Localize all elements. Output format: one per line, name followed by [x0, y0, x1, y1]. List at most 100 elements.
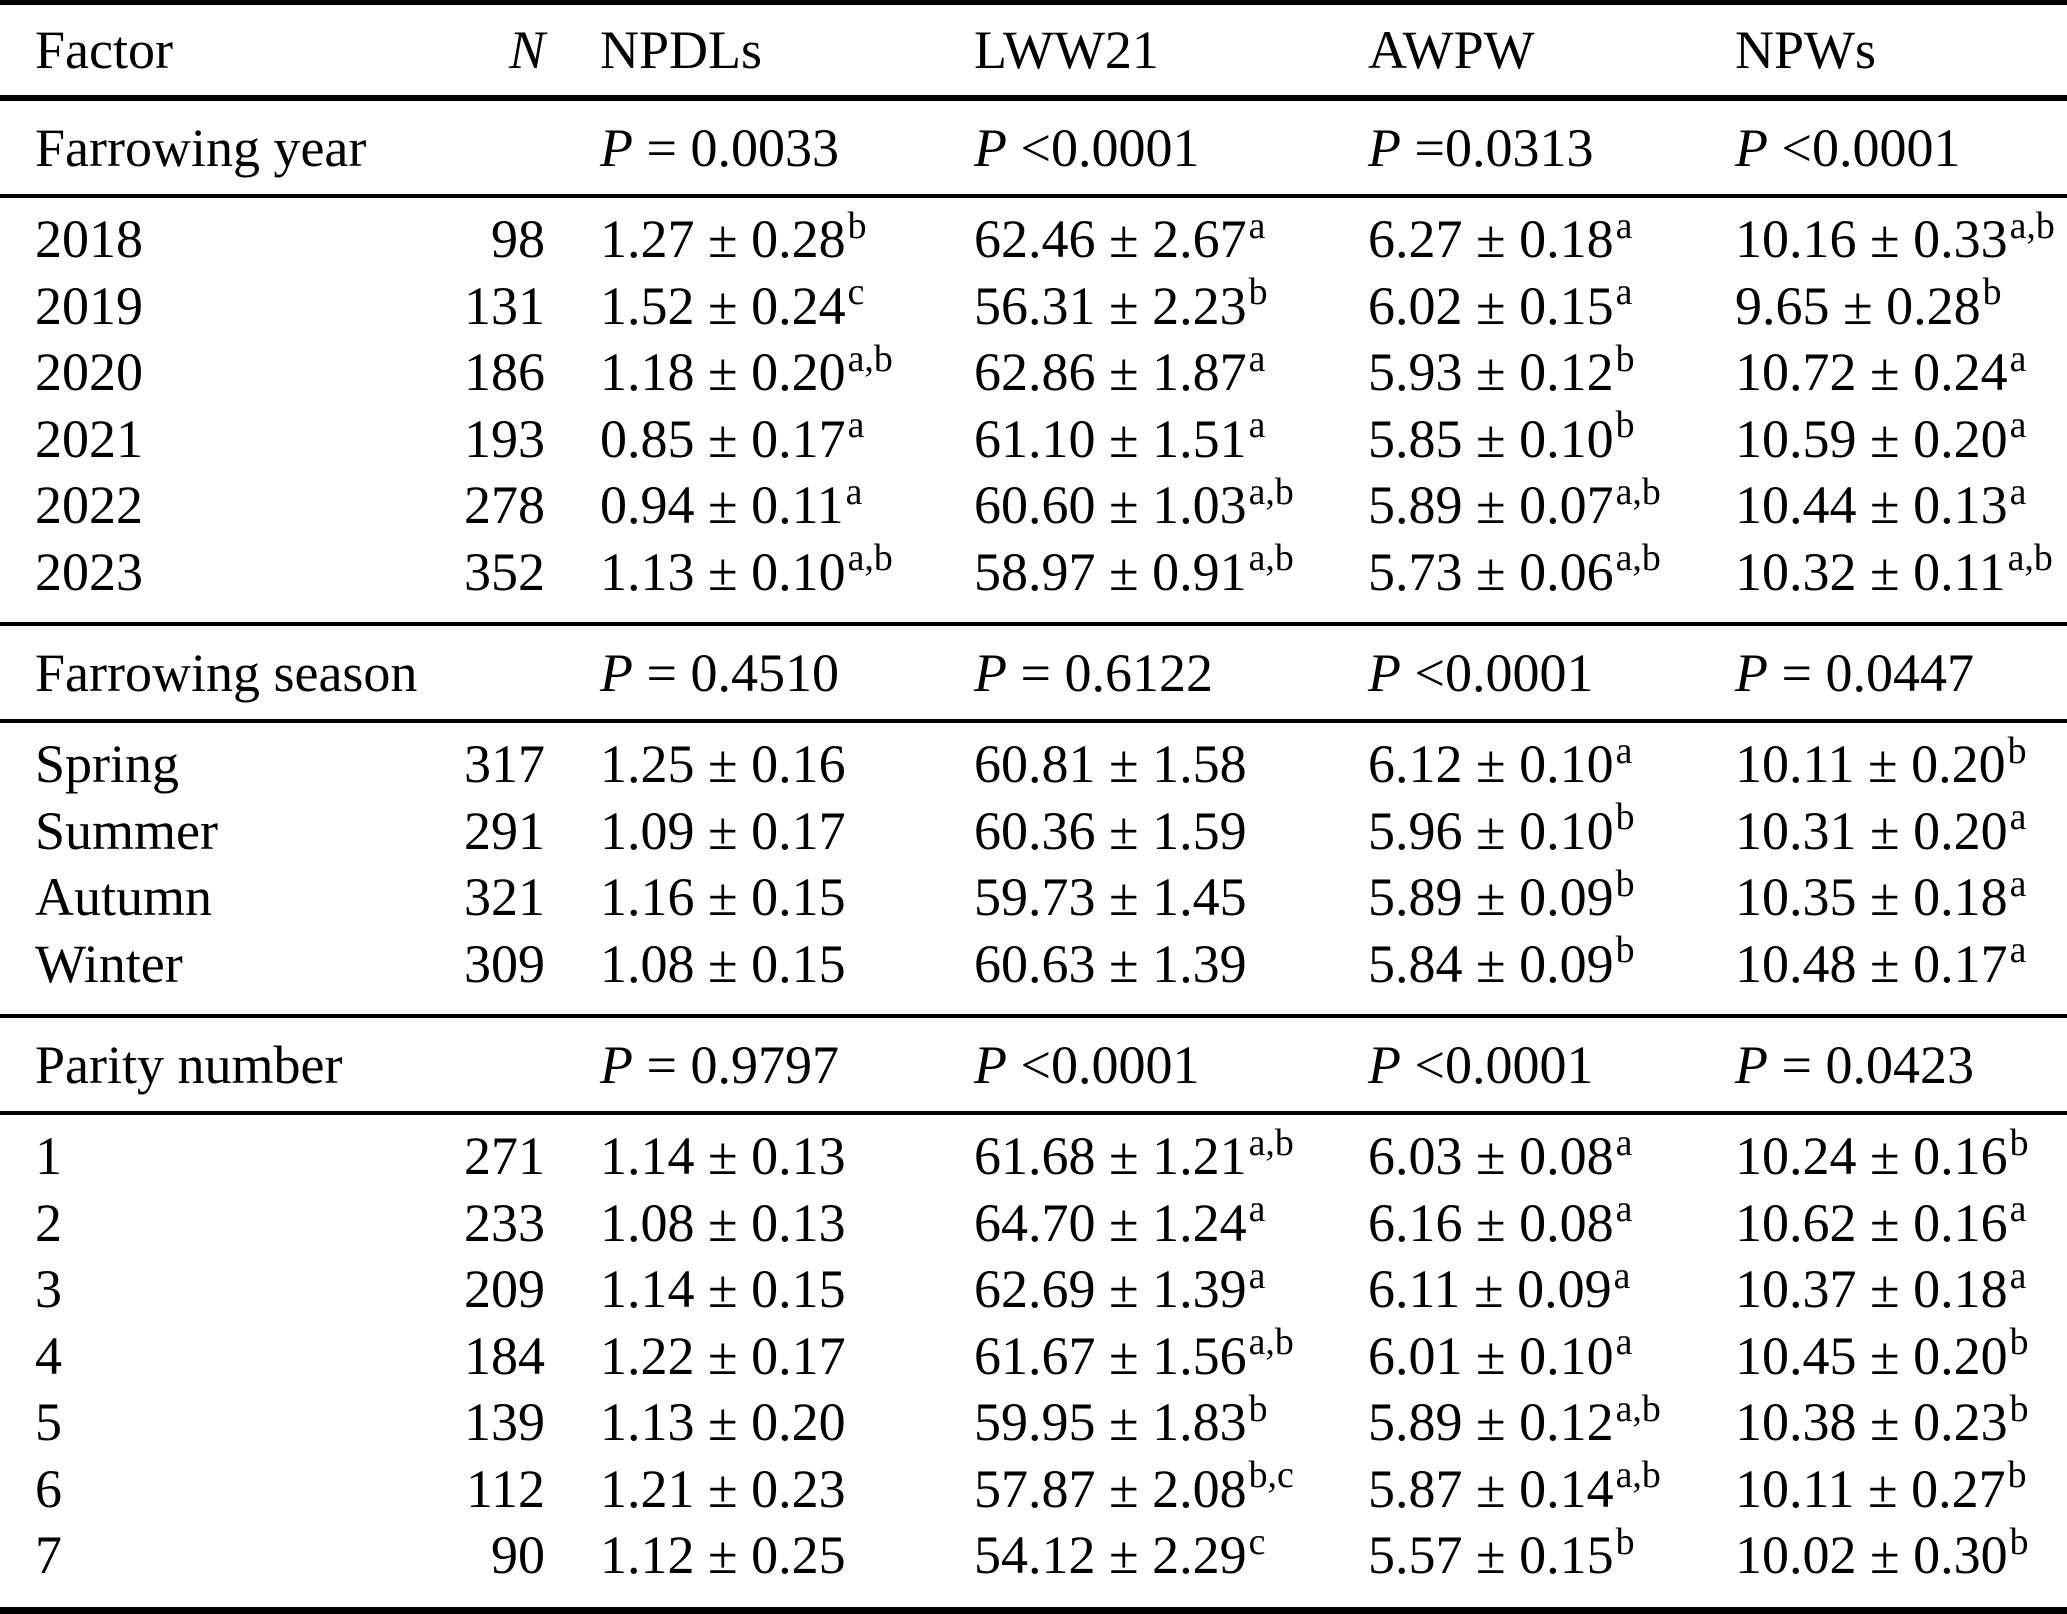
- mean-sd-value: 6.16 ± 0.08: [1368, 1192, 1614, 1253]
- p-symbol: P: [1368, 1034, 1401, 1095]
- n-cell: 209: [464, 1259, 545, 1320]
- mean-sd-value: 10.48 ± 0.17: [1735, 933, 2008, 994]
- p-value: = 0.4510: [646, 642, 839, 703]
- p-value-cell: P =0.0313: [1360, 121, 1730, 175]
- table-row: 2020 186 1.18 ± 0.20a,b 62.86 ± 1.87a 5.…: [0, 339, 2067, 406]
- p-symbol: P: [974, 117, 1007, 178]
- mean-sd-value: 6.11 ± 0.09: [1368, 1259, 1612, 1320]
- value-cell-npdls: 1.14 ± 0.15: [545, 1262, 970, 1316]
- p-value-cell: P = 0.0447: [1730, 646, 2067, 700]
- significance-superscript: b: [1248, 1387, 1268, 1430]
- value-cell-npws: 10.44 ± 0.13a: [1730, 473, 2067, 532]
- factor-cell: 3: [35, 1259, 62, 1320]
- value-cell-npws: 10.02 ± 0.30b: [1730, 1523, 2067, 1582]
- significance-superscript: b: [2009, 1387, 2029, 1430]
- table-row: 2023 352 1.13 ± 0.10a,b 58.97 ± 0.91a,b …: [0, 539, 2067, 606]
- mean-sd-value: 10.16 ± 0.33: [1735, 209, 2008, 270]
- factor-cell: 2020: [35, 342, 143, 403]
- significance-superscript: c: [1248, 1520, 1266, 1563]
- significance-superscript: b: [2007, 729, 2027, 772]
- significance-superscript: a: [2009, 929, 2027, 972]
- mean-sd-value: 10.35 ± 0.18: [1735, 867, 2008, 928]
- significance-superscript: a,b: [847, 337, 893, 380]
- significance-superscript: a,b: [1615, 1387, 1661, 1430]
- mean-sd-value: 64.70 ± 1.24: [974, 1192, 1247, 1253]
- mean-sd-value: 61.68 ± 1.21: [974, 1126, 1247, 1187]
- value-cell-npdls: 1.09 ± 0.17: [545, 804, 970, 858]
- significance-superscript: a: [2009, 337, 2027, 380]
- mean-sd-value: 10.11 ± 0.20: [1735, 734, 2006, 795]
- factor-cell: 5: [35, 1392, 62, 1453]
- p-value-cell: P <0.0001: [970, 121, 1360, 175]
- p-symbol: P: [600, 1034, 633, 1095]
- table-section: Farrowing season P = 0.4510 P = 0.6122 P…: [0, 626, 2067, 1018]
- mean-sd-value: 10.31 ± 0.20: [1735, 800, 2008, 861]
- value-cell-npdls: 1.22 ± 0.17: [545, 1329, 970, 1383]
- mean-sd-value: 5.89 ± 0.12: [1368, 1392, 1614, 1453]
- value-cell-lww21: 60.60 ± 1.03a,b: [970, 473, 1360, 536]
- value-cell-npdls: 1.14 ± 0.13: [545, 1129, 970, 1183]
- value-cell-lww21: 64.70 ± 1.24a: [970, 1190, 1360, 1253]
- significance-superscript: a: [2009, 404, 2027, 447]
- mean-sd-value: 1.25 ± 0.16: [600, 734, 846, 795]
- n-cell: 271: [464, 1126, 545, 1187]
- value-cell-awpw: 5.89 ± 0.12a,b: [1360, 1390, 1730, 1453]
- significance-superscript: a: [1615, 729, 1633, 772]
- value-cell-npws: 10.38 ± 0.23b: [1730, 1390, 2067, 1449]
- significance-superscript: a: [1615, 1121, 1633, 1164]
- section-rows: 2018 98 1.27 ± 0.28b 62.46 ± 2.67a 6.27 …: [0, 198, 2067, 626]
- section-header-row: Farrowing season P = 0.4510 P = 0.6122 P…: [0, 626, 2067, 723]
- significance-superscript: b: [1615, 862, 1635, 905]
- mean-sd-value: 61.67 ± 1.56: [974, 1325, 1247, 1386]
- mean-sd-value: 5.57 ± 0.15: [1368, 1525, 1614, 1586]
- factor-cell: 2022: [35, 475, 143, 536]
- significance-superscript: b: [847, 204, 867, 247]
- factor-cell: Summer: [35, 800, 218, 861]
- p-value: =0.0313: [1414, 117, 1594, 178]
- p-value: <0.0001: [1414, 1034, 1594, 1095]
- mean-sd-value: 5.89 ± 0.09: [1368, 867, 1614, 928]
- table-row: 1 271 1.14 ± 0.13 61.68 ± 1.21a,b 6.03 ±…: [0, 1123, 2067, 1190]
- significance-superscript: b: [1248, 271, 1268, 314]
- mean-sd-value: 62.86 ± 1.87: [974, 342, 1247, 403]
- value-cell-npdls: 0.94 ± 0.11a: [545, 473, 970, 532]
- table-row: 5 139 1.13 ± 0.20 59.95 ± 1.83b 5.89 ± 0…: [0, 1389, 2067, 1456]
- mean-sd-value: 57.87 ± 2.08: [974, 1458, 1247, 1519]
- value-cell-npdls: 0.85 ± 0.17a: [545, 406, 970, 465]
- significance-superscript: b: [1615, 404, 1635, 447]
- mean-sd-value: 60.60 ± 1.03: [974, 475, 1247, 536]
- significance-superscript: a: [2009, 470, 2027, 513]
- mean-sd-value: 1.22 ± 0.17: [600, 1325, 846, 1386]
- table-row: 2021 193 0.85 ± 0.17a 61.10 ± 1.51a 5.85…: [0, 406, 2067, 473]
- significance-superscript: b: [2009, 1520, 2029, 1563]
- table-row: 7 90 1.12 ± 0.25 54.12 ± 2.29c 5.57 ± 0.…: [0, 1522, 2067, 1589]
- value-cell-npws: 10.11 ± 0.27b: [1730, 1456, 2067, 1515]
- significance-superscript: b,c: [1248, 1454, 1294, 1497]
- mean-sd-value: 62.46 ± 2.67: [974, 209, 1247, 270]
- significance-superscript: a: [1613, 1254, 1631, 1297]
- value-cell-awpw: 6.11 ± 0.09a: [1360, 1257, 1730, 1320]
- value-cell-lww21: 58.97 ± 0.91a,b: [970, 539, 1360, 598]
- significance-superscript: b: [1615, 929, 1635, 972]
- significance-superscript: b: [1615, 337, 1635, 380]
- mean-sd-value: 1.18 ± 0.20: [600, 342, 846, 403]
- n-cell: 317: [464, 734, 545, 795]
- significance-superscript: a,b: [1615, 537, 1661, 580]
- value-cell-npws: 10.35 ± 0.18a: [1730, 865, 2067, 928]
- mean-sd-value: 60.63 ± 1.39: [974, 933, 1247, 994]
- mean-sd-value: 1.12 ± 0.25: [600, 1525, 846, 1586]
- value-cell-npdls: 1.25 ± 0.16: [545, 737, 970, 791]
- value-cell-lww21: 62.46 ± 2.67a: [970, 207, 1360, 270]
- value-cell-lww21: 61.68 ± 1.21a,b: [970, 1124, 1360, 1187]
- value-cell-awpw: 6.03 ± 0.08a: [1360, 1124, 1730, 1183]
- mean-sd-value: 10.62 ± 0.16: [1735, 1192, 2008, 1253]
- header-cell-npws: NPWs: [1735, 20, 1877, 80]
- factor-cell: 2019: [35, 275, 143, 336]
- section-rows: 1 271 1.14 ± 0.13 61.68 ± 1.21a,b 6.03 ±…: [0, 1115, 2067, 1606]
- factor-cell: 1: [35, 1126, 62, 1187]
- value-cell-npws: 10.62 ± 0.16a: [1730, 1190, 2067, 1253]
- n-cell: 184: [464, 1325, 545, 1386]
- value-cell-npdls: 1.13 ± 0.20: [545, 1395, 970, 1449]
- factor-cell: 4: [35, 1325, 62, 1386]
- value-cell-lww21: 61.10 ± 1.51a: [970, 406, 1360, 465]
